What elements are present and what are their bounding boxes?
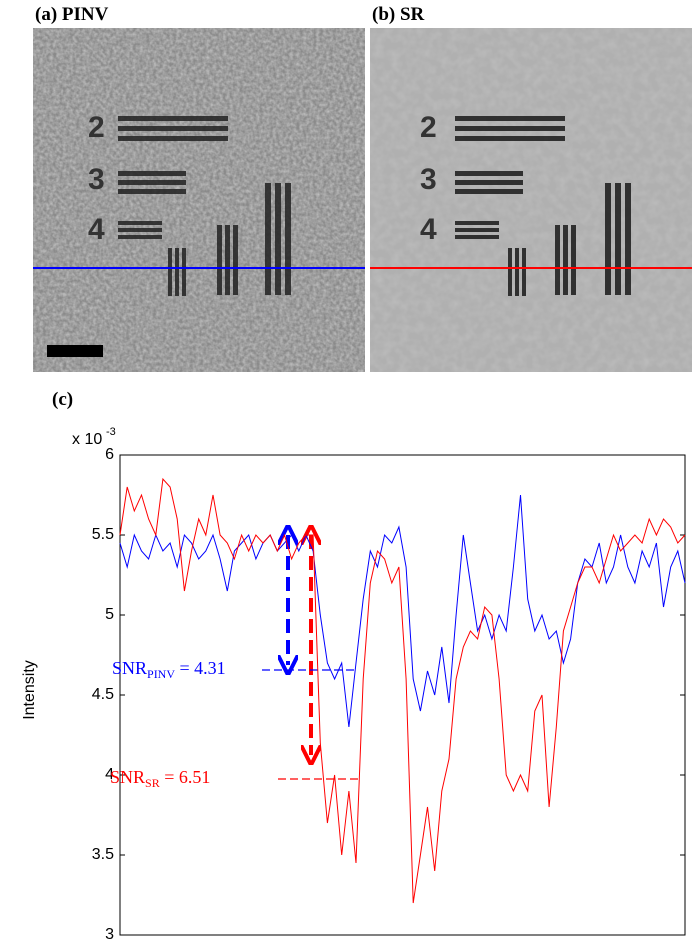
data-line — [119, 477, 686, 904]
y-tick-label: 5 — [105, 606, 114, 623]
y-tick-label: 3 — [105, 926, 114, 943]
y-tick-label: 6 — [105, 446, 114, 463]
y-tick-label: 4 — [105, 766, 114, 783]
snr-text: SNR — [110, 767, 145, 787]
digit: 4 — [88, 213, 105, 246]
image-a — [33, 28, 365, 372]
digit: 2 — [420, 111, 437, 144]
snr-subscript: SR — [145, 776, 160, 790]
panel-label: (b) SR — [372, 4, 425, 25]
panel-label: (c) — [52, 389, 73, 410]
y-tick-label: 3.5 — [92, 846, 114, 863]
snr-value: = 4.31 — [175, 658, 226, 678]
digit: 2 — [88, 111, 105, 144]
image-b — [370, 28, 692, 372]
snr-subscript: PINV — [147, 667, 175, 681]
axis-exponent: -3 — [106, 426, 116, 438]
snr-markers — [262, 535, 358, 780]
axis-multiplier: x 10 — [72, 431, 102, 448]
plot-frame — [119, 454, 686, 936]
snr-text: SNR — [112, 658, 147, 678]
snr-annotation: SNRPINV = 4.31 — [112, 658, 226, 681]
y-tick-label: 4.5 — [92, 686, 114, 703]
digit: 4 — [420, 213, 437, 246]
y-tick-label: 5.5 — [92, 526, 114, 543]
snr-annotation: SNRSR = 6.51 — [110, 767, 210, 790]
digit: 3 — [88, 163, 105, 196]
snr-value: = 6.51 — [160, 767, 211, 787]
data-line — [119, 494, 686, 728]
panel-label: (a) PINV — [35, 4, 109, 25]
y-axis-label: Intensity — [21, 660, 38, 720]
digit: 3 — [420, 163, 437, 196]
